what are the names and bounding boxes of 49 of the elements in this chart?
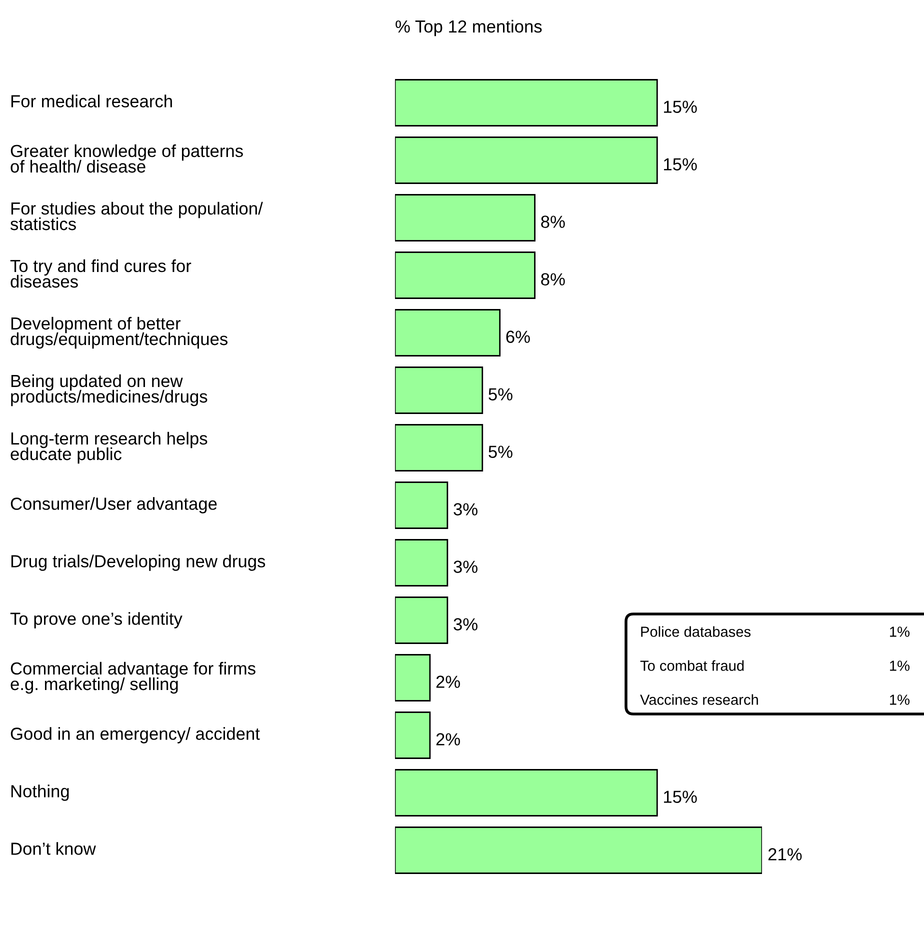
y-tick-label: To prove one’s identity	[10, 612, 182, 628]
data-label: 3%	[454, 560, 478, 573]
data-label: 6%	[506, 330, 530, 343]
chart-title: % Top 12 mentions	[396, 20, 542, 36]
text: 1%	[890, 660, 910, 671]
bar	[395, 539, 448, 586]
data-label: 21%	[768, 848, 802, 860]
data-label: 15%	[664, 158, 697, 170]
y-tick-label: Development of better drugs/equipment/techniques	[10, 316, 228, 349]
bar	[395, 366, 484, 414]
bar	[395, 252, 536, 299]
data-label: 3%	[454, 503, 478, 516]
bar	[395, 596, 448, 644]
y-tick-label: Drug trials/Developing new drugs	[11, 554, 266, 571]
bar	[395, 769, 658, 816]
data-label: 15%	[664, 100, 697, 113]
text: 1%	[890, 626, 910, 637]
annotation: Vaccines research	[640, 694, 758, 705]
data-label: 8%	[541, 273, 565, 286]
y-tick-label: For medical research	[11, 94, 172, 108]
bar	[395, 136, 658, 184]
y-tick-label: Consumer/User advantage	[10, 497, 217, 514]
bar	[395, 309, 501, 356]
annotation: Police databases	[641, 626, 751, 637]
bar	[395, 424, 484, 472]
y-tick-label: Long-term research helps educate public	[10, 432, 208, 464]
data-label: 5%	[488, 388, 512, 400]
y-tick-label: Greater knowledge of patterns of health/ disease	[10, 144, 243, 173]
bar	[395, 712, 431, 759]
bar	[395, 194, 536, 242]
y-tick-label: To try and find cures for diseases	[10, 259, 192, 288]
y-tick-label: Good in an emergency/ accident	[10, 727, 260, 744]
bar	[395, 482, 448, 529]
bar	[395, 826, 762, 874]
y-tick-label: Nothing	[11, 784, 69, 801]
y-tick-label: For studies about the population/ statistics	[10, 202, 263, 230]
y-tick-label: Don’t know	[11, 842, 96, 855]
data-label: 3%	[454, 618, 478, 630]
annotation: To combat fraud	[640, 660, 744, 671]
bar	[395, 79, 658, 126]
y-tick-label: Commercial advantage for firms e.g. marketing/ selling	[10, 662, 256, 694]
data-label: 5%	[488, 446, 512, 458]
bar	[395, 654, 431, 702]
y-tick-label: Being updated on new products/medicines/drugs	[11, 374, 208, 406]
data-label: 2%	[436, 676, 460, 688]
data-label: 2%	[436, 733, 460, 746]
text: 1%	[890, 694, 910, 705]
data-label: 15%	[664, 790, 697, 803]
data-label: 8%	[541, 216, 565, 228]
